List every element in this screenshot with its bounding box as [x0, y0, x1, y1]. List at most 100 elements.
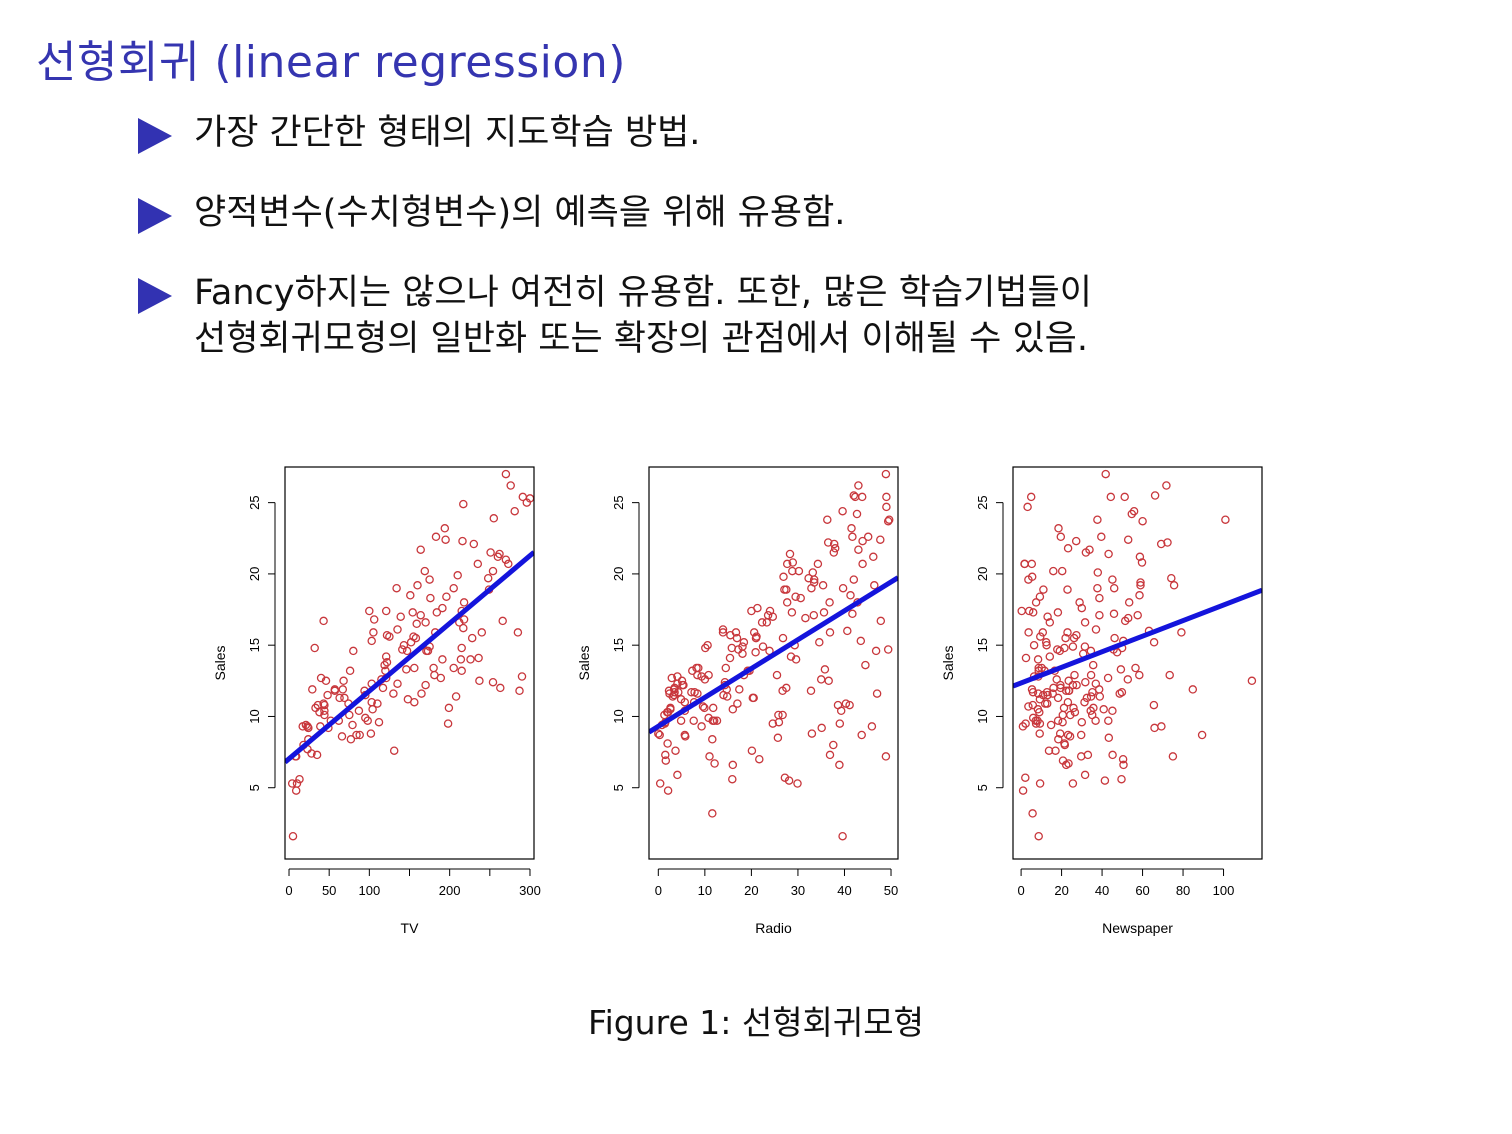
regression-line	[285, 550, 534, 765]
data-point	[1033, 716, 1042, 725]
x-tick-label: 200	[439, 883, 461, 898]
data-point	[782, 559, 792, 569]
data-point	[1043, 690, 1052, 700]
data-point	[796, 593, 805, 603]
data-point	[708, 809, 717, 818]
data-point	[1018, 722, 1028, 731]
data-point	[1043, 612, 1052, 621]
x-tick-label: 20	[744, 883, 758, 898]
data-point	[663, 739, 672, 748]
bullet-text-line-2: 선형회귀모형의 일반화 또는 확장의 관점에서 이해될 수 있음.	[194, 319, 1089, 359]
data-point	[1081, 677, 1090, 687]
data-point	[1052, 675, 1061, 684]
data-point	[1053, 608, 1063, 617]
data-point	[1135, 552, 1145, 562]
data-point	[1138, 516, 1147, 526]
data-point	[1054, 735, 1063, 744]
plot-frame	[648, 466, 899, 860]
data-point	[349, 646, 358, 656]
data-point	[1117, 774, 1126, 784]
data-point	[449, 583, 458, 593]
data-point	[1169, 581, 1179, 590]
data-point	[1068, 779, 1078, 788]
data-point	[330, 685, 340, 694]
data-point	[1100, 776, 1110, 785]
data-point	[1028, 809, 1037, 818]
data-point	[883, 516, 893, 526]
data-point	[838, 583, 848, 593]
data-point	[1021, 773, 1030, 782]
data-point	[1064, 676, 1073, 686]
data-point	[809, 610, 819, 620]
data-point	[355, 730, 364, 740]
data-point	[1053, 716, 1063, 725]
data-point	[867, 722, 877, 731]
data-point	[1072, 630, 1081, 640]
data-point	[1104, 733, 1114, 743]
data-point	[1056, 532, 1066, 542]
data-point	[1093, 568, 1103, 577]
data-point	[824, 676, 833, 686]
x-tick-label: 20	[1054, 883, 1068, 898]
data-point	[806, 686, 816, 696]
data-point	[288, 831, 298, 841]
data-point	[838, 506, 847, 516]
data-point	[667, 673, 677, 683]
data-point	[1119, 760, 1128, 770]
data-point	[825, 750, 835, 760]
x-tick-label: 80	[1176, 883, 1190, 898]
data-point	[863, 532, 873, 542]
x-tick-label: 30	[791, 883, 805, 898]
data-point	[501, 555, 511, 564]
data-point	[1112, 648, 1122, 657]
x-tick-label: 60	[1135, 883, 1149, 898]
data-point	[664, 686, 674, 696]
data-point	[1080, 697, 1089, 707]
data-point	[1026, 492, 1036, 502]
data-point	[399, 640, 409, 650]
data-point	[774, 710, 783, 720]
data-point	[1221, 515, 1230, 524]
data-point	[1041, 638, 1051, 647]
data-point	[1136, 581, 1145, 590]
data-point	[733, 699, 742, 708]
data-point	[858, 536, 867, 546]
data-point	[458, 536, 467, 546]
data-points	[654, 469, 894, 841]
data-point	[340, 693, 349, 703]
data-point	[422, 646, 431, 656]
data-point	[1049, 683, 1058, 693]
data-point	[1024, 575, 1033, 584]
data-point	[687, 687, 696, 697]
data-point	[1095, 593, 1104, 603]
data-point	[1061, 633, 1070, 643]
data-point	[849, 575, 859, 584]
data-point	[473, 559, 483, 569]
data-point	[1116, 665, 1126, 674]
data-point	[453, 571, 462, 580]
bullet-text: 가장 간단한 형태의 지도학습 방법.	[194, 113, 701, 153]
data-point	[1077, 603, 1087, 613]
data-point	[493, 552, 503, 562]
x-axis-label: TV	[401, 920, 420, 936]
data-point	[1117, 687, 1127, 697]
data-point	[843, 626, 852, 636]
data-point	[718, 628, 728, 637]
data-point	[1168, 752, 1178, 761]
bullet-list: 가장 간단한 형태의 지도학습 방법. 양적변수(수치형변수)의 예측을 위해 …	[138, 110, 1338, 396]
y-tick-label: 5	[611, 784, 626, 791]
data-point	[477, 628, 487, 637]
data-point	[818, 581, 828, 590]
data-point	[367, 697, 376, 707]
data-point	[763, 610, 773, 620]
x-tick-label: 0	[1017, 883, 1024, 898]
data-point	[337, 732, 347, 741]
data-point	[782, 683, 791, 693]
data-point	[1115, 689, 1124, 698]
data-point	[869, 552, 878, 562]
regression-line	[649, 575, 898, 735]
data-point	[1049, 566, 1058, 576]
data-point	[847, 524, 856, 533]
data-point	[345, 710, 354, 720]
